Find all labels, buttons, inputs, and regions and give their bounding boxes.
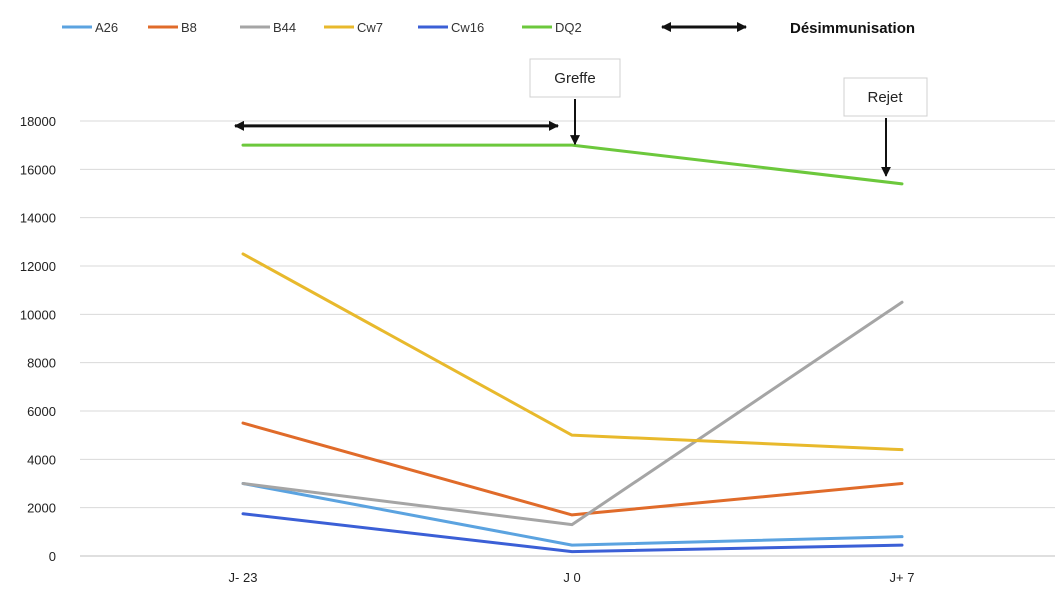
legend-label-b8: B8	[181, 20, 197, 35]
y-tick-label-14000: 14000	[20, 211, 56, 226]
legend-label-desimmunisation: Désimmunisation	[790, 20, 915, 37]
y-tick-label-18000: 18000	[20, 114, 56, 129]
axes: 0 2000 4000 6000 8000 10000 12000 14000 16000 180…	[20, 114, 1055, 585]
legend-label-cw7: Cw7	[357, 20, 383, 35]
legend: A26 B8 B44 Cw7 Cw16 DQ2 Désimmunisation	[62, 20, 915, 37]
legend-label-dq2: DQ2	[555, 20, 582, 35]
legend-label-a26: A26	[95, 20, 118, 35]
annotations: Greffe Rejet	[234, 58, 928, 177]
series-line-dq2	[241, 143, 904, 186]
y-tick-label-2000: 2000	[27, 501, 56, 516]
y-tick-label-10000: 10000	[20, 307, 56, 322]
series-lines	[241, 143, 904, 554]
series-line-b8	[241, 421, 904, 517]
series-line-b44	[241, 300, 904, 527]
greffe-label: Greffe	[554, 70, 595, 87]
y-tick-label-8000: 8000	[27, 356, 56, 371]
x-tick-label-0: J- 23	[229, 570, 258, 585]
rejet-label: Rejet	[867, 89, 903, 106]
rejet-label-box	[843, 77, 928, 117]
legend-label-cw16: Cw16	[451, 20, 484, 35]
grid-lines	[80, 120, 1055, 557]
x-tick-label-2: J+ 7	[890, 570, 915, 585]
y-tick-label-16000: 16000	[20, 162, 56, 177]
y-tick-label-12000: 12000	[20, 259, 56, 274]
series-line-cw16	[241, 512, 904, 554]
y-tick-label-0: 0	[49, 549, 56, 564]
greffe-label-box	[529, 58, 621, 98]
series-line-a26	[241, 482, 904, 547]
y-tick-label-4000: 4000	[27, 452, 56, 467]
y-tick-label-6000: 6000	[27, 404, 56, 419]
series-line-cw7	[241, 252, 904, 452]
x-tick-label-1: J 0	[563, 570, 580, 585]
legend-label-b44: B44	[273, 20, 296, 35]
